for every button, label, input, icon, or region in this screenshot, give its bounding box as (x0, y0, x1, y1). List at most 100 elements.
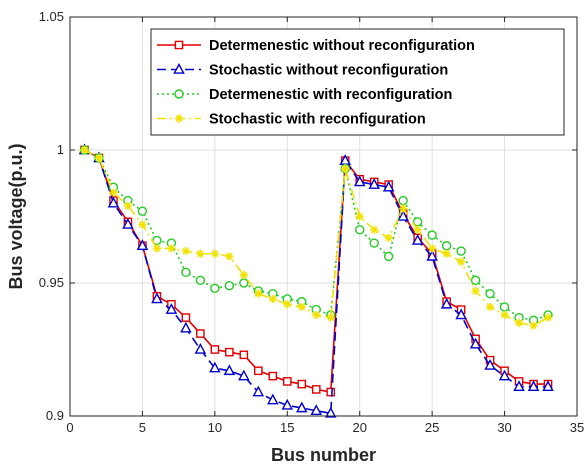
legend-marker (173, 63, 185, 74)
series-group (78, 143, 554, 418)
y-axis-title: Bus voltage(p.u.) (6, 143, 26, 289)
data-point (383, 251, 394, 262)
data-point (427, 230, 437, 240)
legend-box (150, 28, 565, 136)
data-point (196, 249, 205, 258)
data-point (543, 313, 553, 322)
legend-item: Determenestic with reconfiguration (157, 87, 452, 103)
data-point (310, 404, 323, 415)
data-point (311, 385, 321, 394)
data-point (281, 398, 294, 410)
data-point (384, 233, 393, 242)
legend-marker (174, 114, 184, 123)
data-point (137, 206, 148, 216)
data-point (413, 225, 422, 234)
data-point (440, 297, 453, 309)
data-point (123, 201, 133, 211)
data-point (527, 380, 540, 392)
data-point (122, 217, 134, 229)
data-point (500, 310, 509, 320)
data-point (398, 204, 408, 213)
x-axis-title: Bus number (271, 445, 376, 465)
data-point (283, 300, 292, 309)
legend-label: Stochastic with reconfiguration (209, 112, 426, 128)
data-point (267, 393, 279, 405)
legend-item: Stochastic with reconfiguration (157, 112, 426, 128)
data-point (499, 302, 510, 312)
data-point (181, 313, 191, 322)
data-point (210, 283, 220, 294)
data-point (180, 321, 192, 333)
data-point (326, 387, 336, 397)
data-point (382, 180, 395, 192)
data-point (239, 350, 249, 360)
data-point (209, 361, 221, 373)
data-point (427, 244, 437, 253)
data-point (167, 244, 176, 253)
data-point (194, 343, 207, 354)
data-point (411, 233, 424, 245)
data-point (326, 313, 335, 322)
x-tick-label: 10 (208, 420, 222, 435)
legend-label: Stochastic without reconfiguration (209, 63, 448, 79)
legend-item: Determenestic without reconfiguration (157, 38, 475, 54)
data-point (297, 302, 306, 312)
data-point (355, 225, 365, 235)
data-point (369, 238, 379, 248)
x-tick-label: 20 (352, 420, 366, 435)
data-point (485, 302, 495, 312)
data-point (471, 286, 480, 296)
y-tick-label: 0.95 (39, 275, 64, 290)
data-point (485, 288, 495, 299)
data-point (514, 318, 524, 328)
series-4 (80, 145, 553, 330)
x-tick-label: 35 (570, 420, 584, 435)
data-point (225, 347, 234, 357)
data-point (223, 364, 236, 376)
data-point (498, 369, 511, 381)
y-tick-label: 1.05 (39, 9, 64, 24)
plot-border (69, 16, 578, 417)
data-point (324, 406, 337, 418)
data-point (529, 321, 538, 330)
data-point (136, 239, 149, 251)
data-point (353, 175, 366, 187)
data-point (80, 145, 89, 155)
data-point (455, 308, 467, 320)
data-point (152, 244, 162, 253)
data-point (441, 241, 452, 251)
data-point (296, 401, 308, 413)
data-point (470, 275, 481, 286)
data-point (252, 385, 265, 397)
data-point (94, 153, 104, 163)
data-point (268, 371, 278, 381)
data-point (225, 252, 234, 261)
data-point (355, 212, 364, 221)
legend-label: Determenestic without reconfiguration (209, 38, 475, 54)
data-point (239, 270, 249, 280)
data-point (312, 310, 321, 320)
data-point (210, 345, 220, 354)
x-tick-label: 25 (425, 420, 439, 435)
legend-marker (174, 89, 184, 99)
x-tick-label: 5 (139, 420, 146, 435)
data-point (107, 196, 120, 208)
legend-item: Stochastic without reconfiguration (157, 63, 448, 79)
series-line (84, 149, 549, 322)
data-point (513, 380, 525, 392)
legend-marker (174, 40, 184, 50)
data-point (397, 210, 409, 221)
data-point (398, 195, 408, 206)
data-point (370, 225, 379, 234)
data-point (484, 358, 496, 370)
data-point (151, 292, 163, 304)
data-point (254, 366, 263, 376)
legend-label: Determenestic with reconfiguration (209, 87, 452, 103)
data-point (469, 337, 482, 349)
data-point (181, 267, 191, 278)
data-point (282, 377, 292, 386)
x-tick-label: 0 (66, 420, 73, 435)
x-tick-label: 30 (497, 420, 511, 435)
data-point (268, 294, 277, 304)
